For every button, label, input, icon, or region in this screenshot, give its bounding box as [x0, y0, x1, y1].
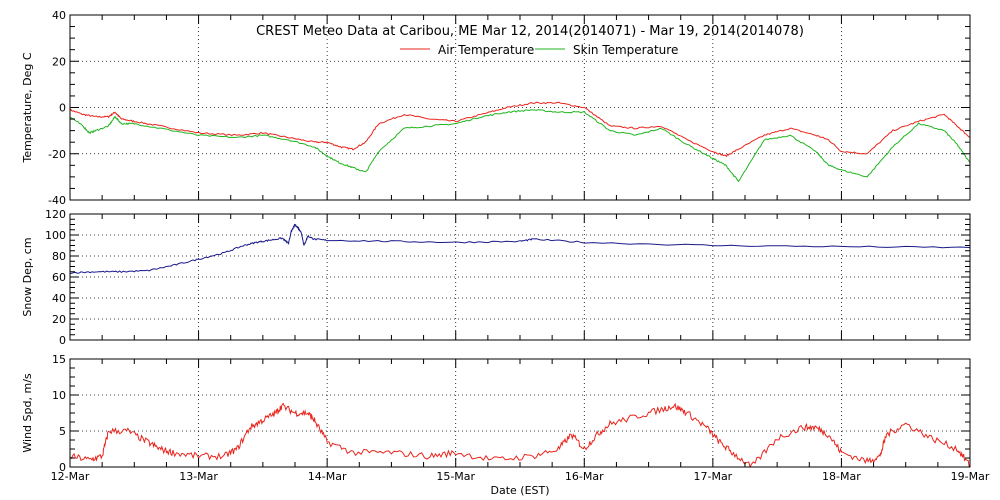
x-tick-label: 15-Mar [436, 470, 475, 483]
y-tick-label: 60 [52, 271, 66, 284]
y-tick-label: 40 [52, 292, 66, 305]
series-line-wind-speed [69, 402, 971, 469]
chart-title: CREST Meteo Data at Caribou, ME Mar 12, … [256, 24, 804, 39]
x-tick-label: 13-Mar [179, 470, 218, 483]
x-tick-label: 16-Mar [565, 470, 604, 483]
y-tick-label: 0 [59, 334, 66, 347]
x-tick-label: 18-Mar [822, 470, 861, 483]
series-line-snow-depth [69, 223, 971, 274]
x-tick-label: 12-Mar [51, 470, 90, 483]
x-tick-label: 14-Mar [308, 470, 347, 483]
y-tick-label: 100 [45, 229, 66, 242]
y-axis-label-snow-depth: Snow Dep, cm [21, 237, 34, 316]
y-axis-label-wind-speed: Wind Spd, m/s [21, 373, 34, 453]
y-tick-label: 0 [59, 461, 66, 474]
y-tick-label: 0 [59, 102, 66, 115]
x-tick-labels: 12-Mar 13-Mar 14-Mar 15-Mar 16-Mar 17-Mar 18-M… [51, 470, 990, 483]
y-tick-label: -20 [48, 148, 66, 161]
y-axis-label-temperature: Temperature, Deg C [21, 52, 34, 163]
y-tick-label: 10 [52, 389, 66, 402]
x-axis-label: Date (EST) [490, 484, 549, 497]
y-tick-label: 20 [52, 55, 66, 68]
x-tick-label: 19-Mar [951, 470, 990, 483]
plot-frame [69, 358, 971, 468]
series-line-skin-temperature [69, 109, 971, 183]
y-tick-label: 40 [52, 9, 66, 22]
y-tick-label: 80 [52, 250, 66, 263]
y-tick-label: 120 [45, 208, 66, 221]
panel-temperature: -40 -20 0 20 40 Temperature, Deg C [21, 9, 971, 207]
legend-label: Skin Temperature [573, 43, 678, 57]
panel-wind-speed: 0 5 10 15 Wind Spd, m/s [21, 353, 971, 474]
y-tick-label: 15 [52, 353, 66, 366]
legend-label: Air Temperature [438, 43, 534, 57]
panels: -40 -20 0 20 40 Temperature, Deg C 0 20 40 60 80 10… [21, 9, 971, 474]
y-tick-label: 20 [52, 313, 66, 326]
y-tick-label: 5 [59, 425, 66, 438]
y-tick-label: -40 [48, 194, 66, 207]
x-tick-label: 17-Mar [693, 470, 732, 483]
legend: Air Temperature Skin Temperature [400, 43, 678, 57]
panel-snow-depth: 0 20 40 60 80 100 120 Snow Dep, cm [21, 208, 971, 347]
series-line-air-temperature [69, 101, 971, 158]
